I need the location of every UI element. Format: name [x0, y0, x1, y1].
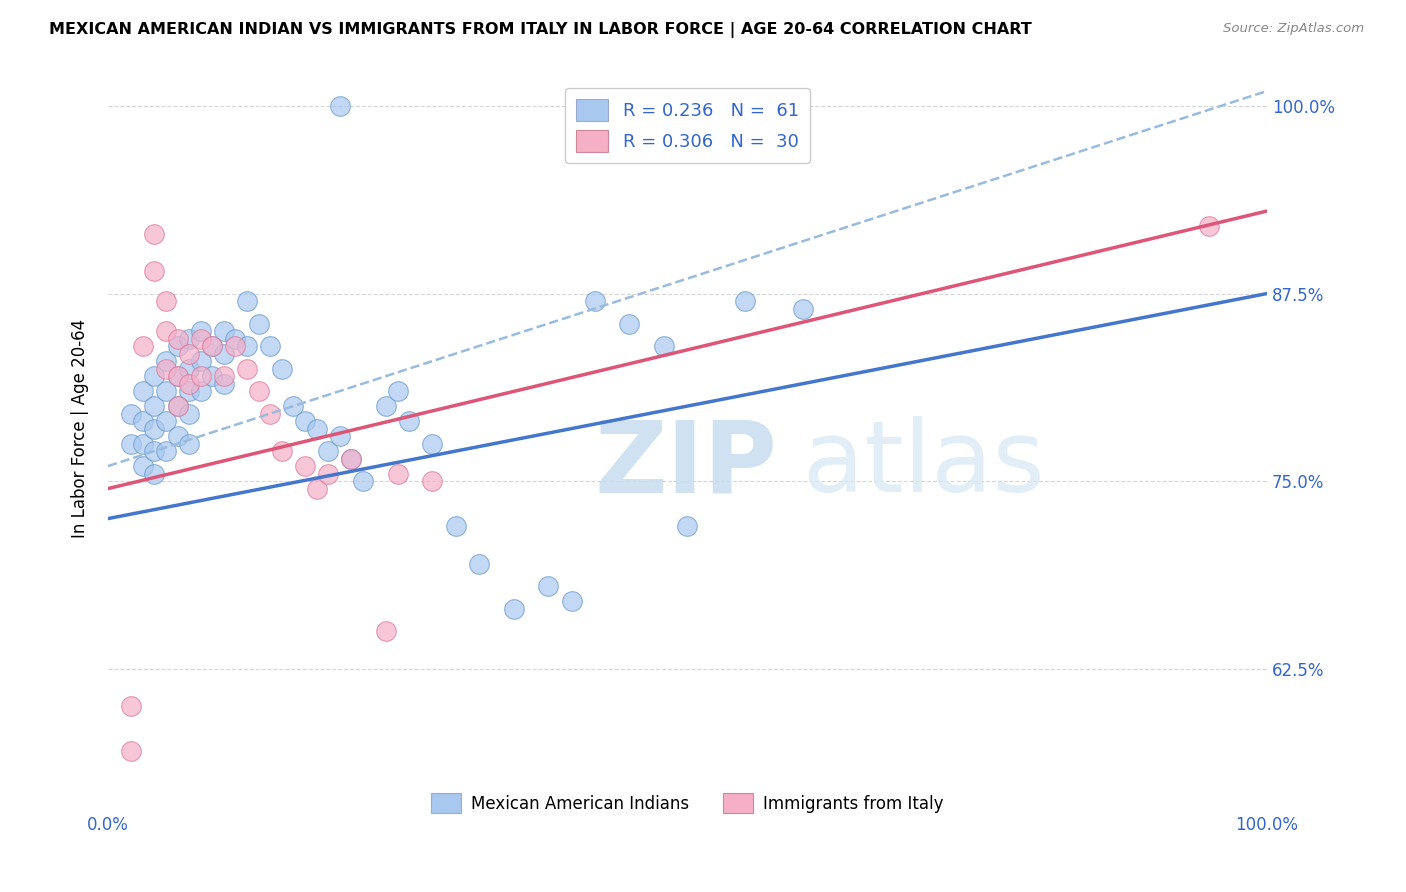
- Point: [329, 99, 352, 113]
- Point: [676, 519, 699, 533]
- Point: [316, 444, 339, 458]
- Point: [179, 436, 201, 450]
- Text: 0.0%: 0.0%: [87, 815, 129, 834]
- Point: [259, 407, 281, 421]
- Point: [143, 421, 166, 435]
- Point: [422, 474, 444, 488]
- Point: [179, 361, 201, 376]
- Point: [224, 332, 246, 346]
- Point: [179, 384, 201, 398]
- Point: [619, 317, 641, 331]
- Point: [468, 557, 491, 571]
- Point: [201, 339, 224, 353]
- Legend: Mexican American Indians, Immigrants from Italy: Mexican American Indians, Immigrants fro…: [425, 786, 950, 820]
- Point: [537, 579, 560, 593]
- Point: [236, 361, 259, 376]
- Point: [247, 317, 270, 331]
- Point: [387, 384, 409, 398]
- Point: [179, 376, 201, 391]
- Point: [155, 444, 177, 458]
- Point: [155, 294, 177, 309]
- Point: [305, 421, 328, 435]
- Point: [294, 459, 316, 474]
- Point: [120, 407, 142, 421]
- Point: [236, 294, 259, 309]
- Point: [190, 369, 212, 384]
- Point: [132, 384, 155, 398]
- Point: [190, 354, 212, 368]
- Point: [143, 227, 166, 241]
- Point: [734, 294, 756, 309]
- Point: [212, 324, 235, 338]
- Point: [132, 339, 155, 353]
- Y-axis label: In Labor Force | Age 20-64: In Labor Force | Age 20-64: [72, 319, 89, 538]
- Point: [166, 429, 188, 443]
- Point: [155, 414, 177, 428]
- Point: [166, 332, 188, 346]
- Point: [212, 346, 235, 360]
- Point: [340, 451, 363, 466]
- Point: [179, 346, 201, 360]
- Point: [155, 361, 177, 376]
- Point: [792, 301, 814, 316]
- Point: [201, 369, 224, 384]
- Point: [212, 376, 235, 391]
- Point: [316, 467, 339, 481]
- Point: [143, 444, 166, 458]
- Point: [583, 294, 606, 309]
- Text: Source: ZipAtlas.com: Source: ZipAtlas.com: [1223, 22, 1364, 36]
- Point: [561, 594, 583, 608]
- Text: atlas: atlas: [803, 416, 1045, 513]
- Text: MEXICAN AMERICAN INDIAN VS IMMIGRANTS FROM ITALY IN LABOR FORCE | AGE 20-64 CORR: MEXICAN AMERICAN INDIAN VS IMMIGRANTS FR…: [49, 22, 1032, 38]
- Point: [155, 384, 177, 398]
- Point: [166, 369, 188, 384]
- Point: [444, 519, 467, 533]
- Point: [132, 414, 155, 428]
- Point: [305, 482, 328, 496]
- Point: [166, 399, 188, 413]
- Text: 100.0%: 100.0%: [1236, 815, 1298, 834]
- Point: [352, 474, 374, 488]
- Point: [398, 414, 420, 428]
- Point: [259, 339, 281, 353]
- Point: [155, 354, 177, 368]
- Point: [224, 339, 246, 353]
- Point: [155, 324, 177, 338]
- Point: [236, 339, 259, 353]
- Point: [270, 444, 292, 458]
- Point: [270, 361, 292, 376]
- Point: [329, 429, 352, 443]
- Point: [294, 414, 316, 428]
- Point: [502, 601, 524, 615]
- Point: [120, 744, 142, 758]
- Point: [212, 369, 235, 384]
- Point: [132, 436, 155, 450]
- Point: [422, 436, 444, 450]
- Point: [283, 399, 305, 413]
- Point: [132, 459, 155, 474]
- Point: [120, 699, 142, 714]
- Point: [190, 324, 212, 338]
- Point: [340, 451, 363, 466]
- Point: [179, 407, 201, 421]
- Point: [375, 624, 398, 639]
- Point: [120, 436, 142, 450]
- Point: [201, 339, 224, 353]
- Point: [179, 332, 201, 346]
- Point: [166, 339, 188, 353]
- Point: [143, 369, 166, 384]
- Point: [190, 384, 212, 398]
- Point: [387, 467, 409, 481]
- Point: [166, 399, 188, 413]
- Point: [652, 339, 675, 353]
- Point: [143, 264, 166, 278]
- Point: [143, 467, 166, 481]
- Point: [375, 399, 398, 413]
- Text: ZIP: ZIP: [595, 416, 778, 513]
- Point: [1198, 219, 1220, 233]
- Point: [247, 384, 270, 398]
- Point: [143, 399, 166, 413]
- Point: [166, 369, 188, 384]
- Point: [190, 332, 212, 346]
